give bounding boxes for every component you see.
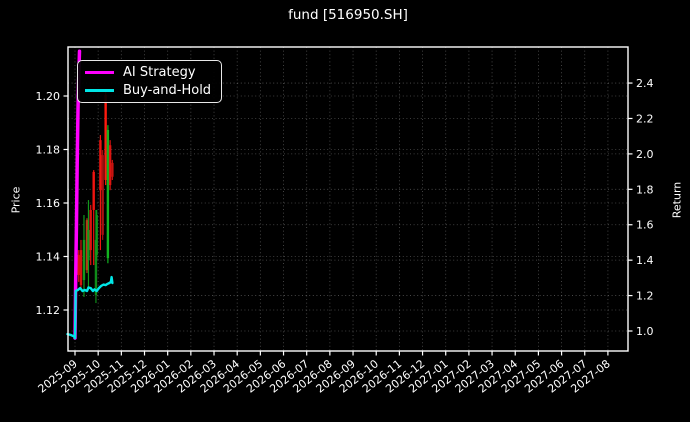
candle-body [87,230,90,260]
return-tick-label: 1.2 [636,290,654,303]
candle-body [82,239,86,281]
legend: AI Strategy Buy-and-Hold [77,60,222,103]
candle-body [92,171,95,210]
candle-body [94,239,98,296]
price-tick-label: 1.20 [36,90,61,103]
ai-strategy-line-sample [85,70,114,74]
candle-body [99,140,102,191]
return-tick-label: 1.0 [636,325,654,338]
left-axis-title: Price [9,186,23,214]
legend-item-buy-and-hold: Buy-and-Hold [85,82,215,100]
candle-body [85,220,89,271]
legend-label-buy-and-hold: Buy-and-Hold [123,83,212,99]
candle-body [89,209,92,251]
candle-body [101,155,104,235]
return-tick-label: 2.2 [636,112,654,125]
return-tick-label: 1.8 [636,183,654,196]
legend-item-ai-strategy: AI Strategy [85,63,215,81]
candle-body [95,215,98,255]
price-tick-label: 1.14 [36,251,61,264]
price-tick-label: 1.12 [36,304,61,317]
return-tick-label: 2.0 [636,148,654,161]
legend-label-ai-strategy: AI Strategy [123,64,196,80]
plot-border [67,46,629,352]
candle-body [104,94,107,180]
candle-body [111,162,114,177]
return-tick-label: 2.4 [636,77,654,90]
candle-body [106,129,110,259]
chart-title: fund [516950.SH] [288,7,408,23]
candle-body [79,250,83,286]
candle-body [108,145,112,186]
candle-body [77,254,80,275]
series-line-buy-and-hold [66,275,114,340]
buy-and-hold-line-sample [85,89,114,93]
return-tick-label: 1.6 [636,219,654,232]
price-tick-label: 1.18 [36,144,61,157]
return-tick-label: 1.4 [636,254,654,267]
price-tick-label: 1.16 [36,197,61,210]
right-axis-title: Return [670,181,684,219]
